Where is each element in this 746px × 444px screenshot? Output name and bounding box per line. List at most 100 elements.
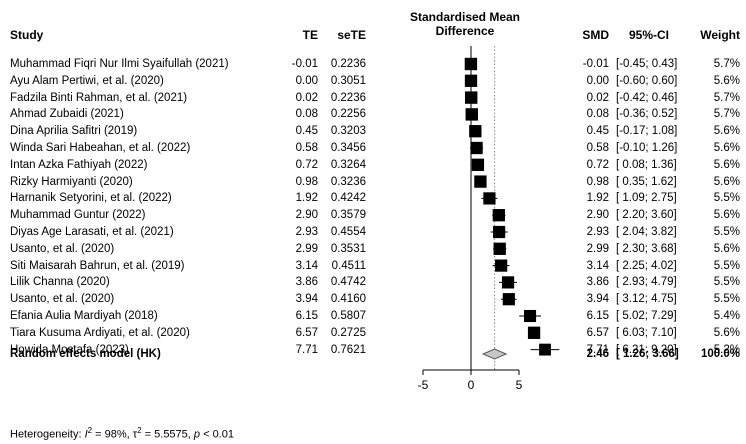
study-ci: [ 0.08; 1.36] [616,158,677,171]
study-weight: 5.6% [713,175,740,188]
study-name: Ayu Alam Pertiwi, et al. (2020) [10,74,164,87]
study-ci: [-0.10; 1.26] [616,142,678,154]
study-te: 1.92 [295,192,318,205]
heterogeneity-tau-sup: 2 [137,426,142,435]
study-sete: 0.4554 [330,226,366,238]
study-smd: 7.71 [586,343,609,356]
te-column-header: TE [302,28,318,42]
study-name: Harnanik Setyorini, et al. (2022) [10,192,172,205]
study-square [492,209,505,222]
study-te: -0.01 [291,58,318,70]
study-weight: 5.6% [713,326,740,339]
study-name: Winda Sari Habeahan, et al. (2022) [10,142,191,154]
heterogeneity-i2: I [84,428,88,441]
study-square [469,125,482,138]
study-weight: 5.7% [713,91,740,104]
study-smd: 0.72 [586,158,609,171]
heterogeneity-i2-value: = 98%, [92,428,133,441]
study-te: 3.14 [295,259,318,272]
study-ci: [ 2.93; 4.79] [616,276,677,289]
study-sete: 0.3051 [330,74,366,87]
study-sete: 0.2236 [330,58,366,70]
study-weight: 5.6% [713,74,740,87]
study-ci: [ 6.21; 9.20] [616,343,677,356]
study-te: 0.98 [295,175,318,188]
study-square [464,91,478,104]
study-weight: 5.5% [713,276,740,289]
study-name: Ahmad Zubaidi (2021) [10,108,124,121]
study-te: 0.00 [295,74,318,87]
study-smd: 6.15 [586,310,609,322]
study-ci: [ 5.02; 7.29] [616,310,677,322]
study-weight: 5.5% [713,293,740,306]
study-smd: 2.90 [586,209,609,222]
study-sete: 0.2725 [330,326,366,339]
study-name: Intan Azka Fathiyah (2022) [10,158,148,171]
study-column-header: Study [10,28,44,42]
study-square [502,293,515,306]
heterogeneity-p: p [193,428,201,441]
heterogeneity-p-value: < 0.01 [200,428,234,441]
study-smd: 3.94 [586,293,609,306]
study-square [474,175,487,188]
study-name: Dina Aprilia Safitri (2019) [10,125,138,138]
study-ci: [ 2.04; 3.82] [616,226,677,238]
study-name: Howida Mostafa (2023) [10,343,129,356]
study-sete: 0.4742 [330,276,366,289]
study-sete: 0.3579 [330,209,366,222]
study-sete: 0.4160 [330,293,366,306]
heterogeneity-prefix: Heterogeneity: [10,428,85,441]
study-smd: 0.98 [586,175,609,188]
study-name: Diyas Age Larasati, et al. (2021) [10,226,174,238]
study-weight: 5.6% [713,158,740,171]
study-sete: 0.7621 [330,343,366,356]
study-sete: 0.4511 [331,259,366,272]
study-ci: [ 3.12; 4.75] [616,293,677,306]
study-sete: 0.2256 [330,108,366,121]
study-square [539,343,551,356]
study-te: 2.93 [295,226,318,238]
study-sete: 0.3264 [330,158,366,171]
study-smd: 0.45 [586,125,609,138]
plot-title-line2: Difference [435,24,495,38]
study-smd: 0.02 [586,91,609,104]
study-name: Tiara Kusuma Ardiyati, et al. (2020) [10,326,190,339]
study-weight: 5.5% [713,226,740,238]
pooled-weight: 100.0% [700,348,740,360]
study-weight: 5.7% [713,108,740,121]
study-te: 2.99 [295,242,318,255]
study-square [527,326,541,339]
study-te: 0.45 [295,125,318,138]
study-weight: 5.6% [713,242,740,255]
study-weight: 5.5% [713,259,740,272]
study-te: 6.57 [295,326,318,339]
study-ci: [-0.42; 0.46] [616,91,678,104]
study-sete: 0.3203 [330,125,366,138]
study-te: 0.02 [295,91,318,104]
pooled-diamond [481,348,508,360]
study-ci: [ 6.03; 7.10] [616,326,677,339]
study-sete: 0.3456 [330,142,366,154]
study-smd: 3.14 [586,259,609,272]
study-square [470,141,483,155]
study-square [471,158,485,171]
study-name: Fadzila Binti Rahman, et al. (2021) [10,91,188,104]
pooled-ci: [ 1.26; 3.66] [616,348,679,360]
study-smd: 2.99 [586,242,609,255]
study-sete: 0.5807 [330,310,366,322]
study-weight: 5.7% [713,58,740,70]
weight-column-header: Weight [700,28,740,42]
study-smd: 0.00 [586,74,609,87]
heterogeneity-i2-sup: 2 [87,426,93,435]
study-smd: 3.86 [586,276,609,289]
study-ci: [-0.36; 0.52] [616,108,678,121]
study-te: 7.71 [295,343,318,356]
study-square [464,74,478,87]
study-smd: 6.57 [586,326,609,339]
study-weight: 5.2% [713,343,740,356]
study-te: 0.58 [295,142,318,154]
sete-column-header: seTE [337,28,366,42]
study-smd: 1.92 [586,192,609,205]
smd-column-header: SMD [582,28,609,42]
